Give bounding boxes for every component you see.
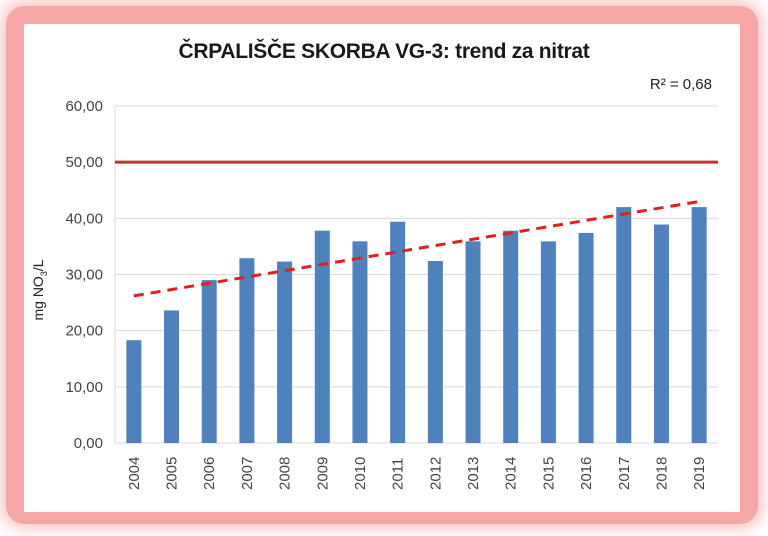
bar bbox=[465, 241, 481, 443]
x-tick-label: 2006 bbox=[201, 457, 218, 490]
y-tick-label: 40,00 bbox=[65, 210, 103, 227]
r-squared-annotation: R² = 0,68 bbox=[649, 76, 712, 93]
bar bbox=[578, 232, 594, 443]
y-tick-label: 60,00 bbox=[65, 98, 103, 115]
bar bbox=[126, 340, 142, 443]
x-tick-label: 2016 bbox=[578, 457, 595, 490]
bar bbox=[201, 280, 217, 443]
y-tick-label: 30,00 bbox=[65, 267, 103, 284]
y-tick-label: 10,00 bbox=[65, 379, 103, 396]
x-tick-label: 2012 bbox=[427, 457, 444, 490]
chart-title: ČRPALIŠČE SKORBA VG-3: trend za nitrat bbox=[178, 40, 590, 63]
x-tick-label: 2007 bbox=[239, 457, 256, 490]
x-tick-label: 2015 bbox=[540, 457, 557, 490]
y-tick-label: 50,00 bbox=[65, 154, 103, 171]
x-tick-label: 2014 bbox=[503, 457, 520, 490]
bar bbox=[277, 261, 293, 443]
bar bbox=[390, 221, 406, 443]
x-tick-label: 2011 bbox=[390, 458, 407, 490]
bar bbox=[653, 224, 669, 443]
bar bbox=[314, 230, 330, 443]
x-tick-label: 2019 bbox=[691, 457, 708, 490]
y-tick-label: 0,00 bbox=[74, 435, 103, 452]
x-tick-label: 2013 bbox=[465, 457, 482, 490]
x-tick-label: 2010 bbox=[352, 457, 369, 490]
bar bbox=[239, 258, 255, 443]
y-tick-label: 20,00 bbox=[65, 323, 103, 340]
bar bbox=[503, 230, 519, 443]
x-tick-label: 2018 bbox=[653, 457, 670, 490]
bar bbox=[427, 261, 443, 443]
x-tick-label: 2009 bbox=[314, 457, 331, 490]
x-tick-label: 2005 bbox=[164, 457, 181, 490]
x-tick-label: 2004 bbox=[126, 457, 143, 490]
bar bbox=[164, 310, 180, 443]
bar bbox=[352, 241, 368, 443]
bar bbox=[540, 241, 556, 443]
bar bbox=[616, 207, 632, 443]
trend-line bbox=[133, 200, 700, 298]
bar bbox=[691, 207, 707, 443]
x-tick-label: 2008 bbox=[277, 457, 294, 490]
x-tick-label: 2017 bbox=[616, 457, 633, 490]
